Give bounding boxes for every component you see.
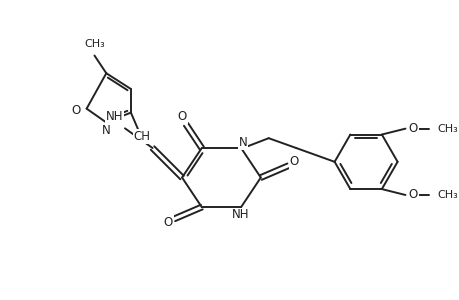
Text: O: O bbox=[408, 188, 417, 202]
Text: CH: CH bbox=[133, 130, 150, 143]
Text: O: O bbox=[289, 155, 298, 168]
Text: NH: NH bbox=[105, 110, 123, 123]
Text: N: N bbox=[238, 136, 247, 148]
Text: NH: NH bbox=[232, 208, 249, 221]
Text: O: O bbox=[71, 104, 80, 117]
Text: CH₃: CH₃ bbox=[84, 39, 105, 49]
Text: O: O bbox=[177, 110, 186, 123]
Text: O: O bbox=[408, 122, 417, 135]
Text: CH₃: CH₃ bbox=[436, 124, 457, 134]
Text: CH₃: CH₃ bbox=[436, 190, 457, 200]
Text: O: O bbox=[163, 216, 173, 229]
Text: N: N bbox=[102, 124, 111, 137]
